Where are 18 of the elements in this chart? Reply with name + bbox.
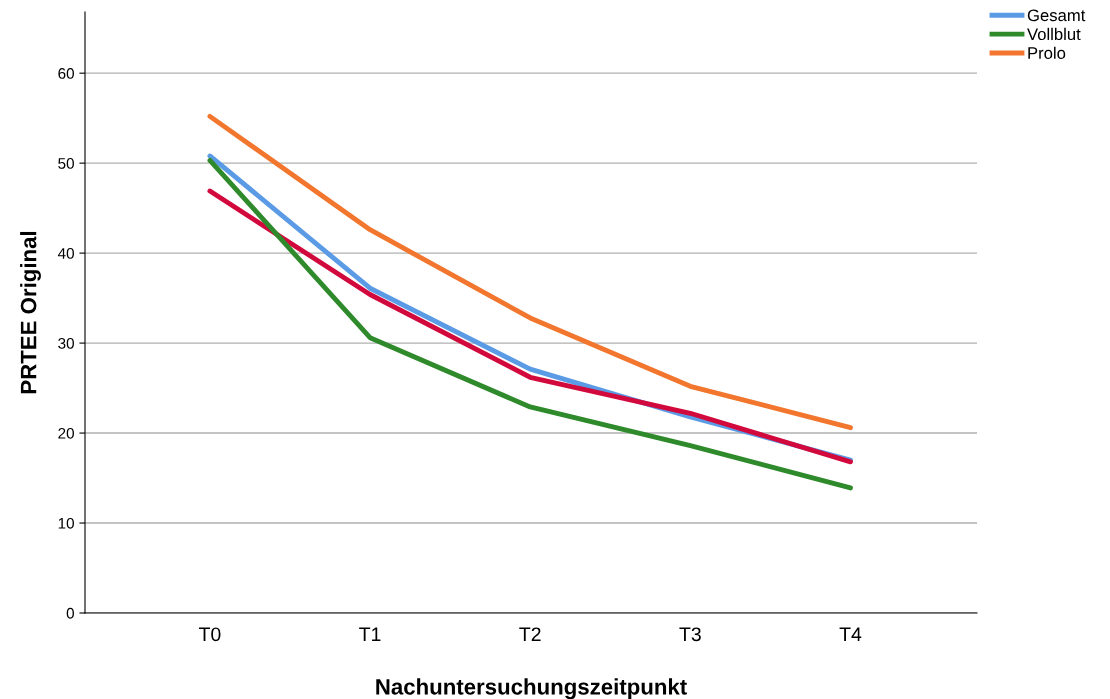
x-tick-label: T0: [199, 627, 221, 642]
x-tick-label: T4: [839, 627, 862, 641]
y-axis-title: PRTEE Original: [20, 231, 41, 394]
y-tick-label: 20: [58, 427, 74, 439]
x-tick-label: T1: [359, 627, 381, 641]
y-tick-label: 60: [58, 68, 74, 79]
legend-label: Prolo: [1028, 46, 1066, 59]
y-tick-label: 0: [66, 607, 74, 619]
x-tick-label: T3: [679, 627, 701, 642]
legend-label: Vollblut: [1027, 27, 1081, 41]
legend-label: Gesamt: [1027, 9, 1086, 22]
x-tick-label: T2: [519, 627, 541, 641]
y-tick-label: 50: [58, 158, 74, 169]
line-series: [207, 113, 853, 431]
y-tick-label: 10: [58, 517, 74, 529]
y-tick-label: 40: [57, 247, 74, 259]
y-tick-label: 30: [58, 337, 74, 349]
x-axis-title: Nachuntersuchungszeitpunkt: [376, 678, 687, 699]
